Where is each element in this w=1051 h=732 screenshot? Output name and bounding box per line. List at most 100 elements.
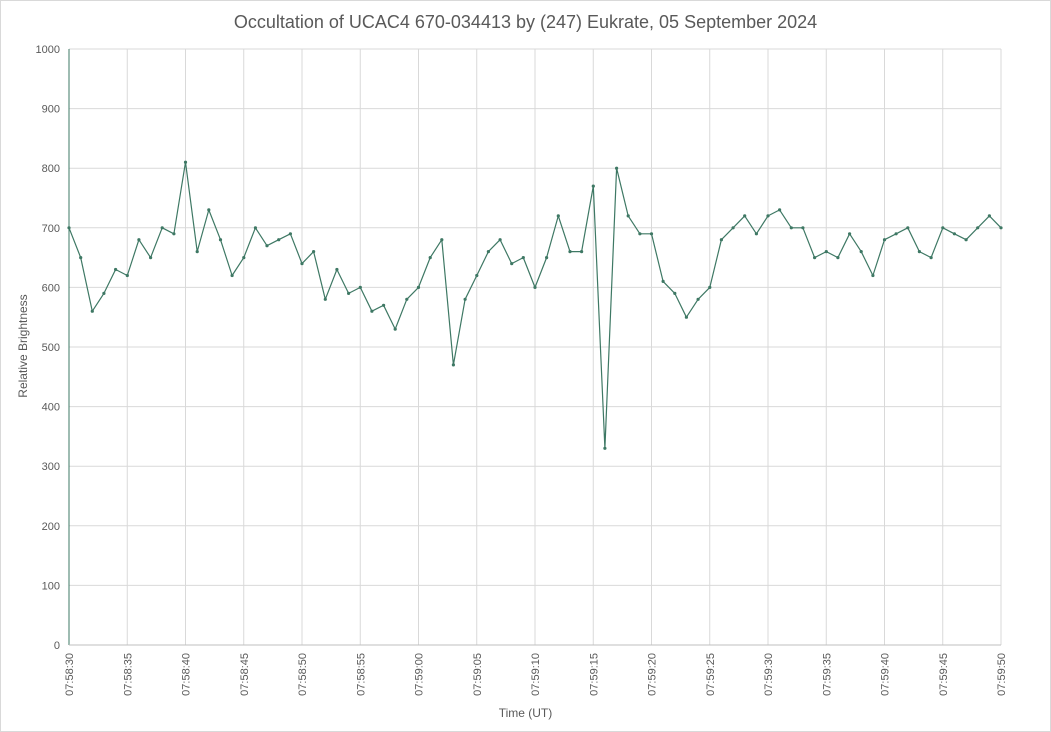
- data-point: [684, 315, 689, 319]
- data-point: [253, 226, 257, 230]
- data-point: [731, 226, 735, 230]
- data-point: [428, 256, 432, 260]
- data-point: [987, 214, 992, 218]
- y-tick-label: 900: [42, 104, 60, 116]
- data-point: [230, 273, 234, 278]
- data-point: [568, 250, 572, 254]
- data-point: [533, 285, 537, 289]
- x-tick-label: 07:58:55: [355, 653, 367, 696]
- x-tick-label: 07:59:00: [414, 653, 426, 696]
- data-point: [789, 226, 793, 230]
- data-point: [183, 160, 188, 164]
- data-point: [498, 238, 502, 242]
- x-tick-label: 07:59:45: [938, 653, 950, 696]
- y-tick-label: 400: [42, 402, 60, 414]
- y-tick-label: 0: [54, 640, 60, 652]
- data-point: [510, 262, 514, 266]
- data-point: [836, 256, 840, 260]
- data-point: [848, 232, 852, 236]
- data-point: [917, 250, 922, 254]
- y-tick-label: 100: [42, 580, 60, 592]
- data-point: [626, 214, 630, 218]
- data-point: [941, 226, 945, 230]
- data-point: [976, 226, 980, 230]
- data-point: [451, 363, 455, 367]
- gridlines: [68, 48, 1002, 646]
- x-tick-label: 07:58:50: [297, 653, 309, 696]
- data-point: [79, 256, 83, 260]
- x-tick-label: 07:58:35: [122, 653, 134, 696]
- x-tick-label: 07:59:20: [647, 653, 659, 696]
- data-point: [603, 446, 607, 450]
- data-point: [952, 232, 957, 236]
- data-point: [964, 238, 968, 242]
- data-point: [440, 238, 444, 242]
- data-point: [882, 238, 887, 242]
- data-point: [801, 226, 805, 230]
- data-point: [486, 250, 490, 254]
- data-point: [696, 297, 700, 301]
- y-tick-label: 700: [42, 223, 60, 235]
- x-tick-label: 07:59:15: [588, 653, 600, 696]
- data-point: [90, 309, 94, 313]
- y-tick-label: 300: [42, 461, 60, 473]
- data-point: [172, 232, 176, 236]
- y-tick-label: 1000: [36, 44, 60, 56]
- x-tick-label: 07:58:40: [181, 653, 193, 696]
- data-point: [580, 250, 584, 254]
- data-point: [312, 250, 316, 254]
- x-axis-label: Time (UT): [498, 706, 553, 720]
- chart-title: Occultation of UCAC4 670-034413 by (247)…: [233, 12, 818, 32]
- data-point: [708, 285, 712, 289]
- data-point: [824, 250, 828, 254]
- data-point: [102, 291, 106, 295]
- data-point: [382, 303, 386, 307]
- data-point: [277, 238, 281, 242]
- data-point: [335, 267, 339, 272]
- data-point: [358, 285, 362, 289]
- data-point: [906, 226, 910, 230]
- data-point: [393, 327, 397, 331]
- data-point: [475, 273, 479, 278]
- x-tick-label: 07:59:40: [880, 653, 892, 696]
- data-point: [766, 214, 770, 218]
- data-point: [556, 214, 560, 218]
- data-point: [894, 232, 898, 236]
- data-point: [416, 285, 421, 289]
- data-point: [207, 208, 211, 212]
- data-point: [195, 250, 199, 254]
- y-tick-labels: 0 100 200 300 400 500 600 700 800 900 1000: [36, 44, 60, 652]
- data-point: [871, 273, 875, 278]
- data-point: [67, 226, 71, 230]
- x-tick-label: 07:59:50: [996, 653, 1008, 696]
- y-tick-label: 600: [42, 282, 60, 294]
- x-tick-labels: 07:58:30 07:58:35 07:58:40 07:58:45 07:58:50…: [64, 653, 1008, 696]
- data-point: [778, 208, 782, 212]
- x-tick-label: 07:59:05: [472, 653, 484, 696]
- data-point: [114, 267, 118, 272]
- data-point: [218, 238, 223, 242]
- data-point: [125, 273, 129, 278]
- data-point: [743, 214, 747, 218]
- data-point: [929, 256, 933, 260]
- series-group: [67, 160, 1003, 450]
- data-point: [242, 256, 246, 260]
- data-point: [859, 250, 863, 254]
- data-point: [649, 232, 654, 236]
- data-point: [813, 256, 817, 260]
- x-tick-label: 07:58:45: [239, 653, 251, 696]
- data-point: [673, 291, 677, 295]
- data-point: [719, 238, 724, 242]
- data-point: [370, 309, 374, 313]
- y-tick-label: 200: [42, 521, 60, 533]
- data-point: [160, 226, 164, 230]
- y-tick-label: 500: [42, 342, 60, 354]
- data-point: [521, 256, 525, 260]
- data-point: [288, 232, 292, 236]
- data-point: [300, 262, 304, 266]
- data-point: [754, 232, 759, 236]
- data-point: [545, 256, 549, 260]
- data-point: [323, 297, 327, 301]
- y-tick-label: 800: [42, 163, 60, 175]
